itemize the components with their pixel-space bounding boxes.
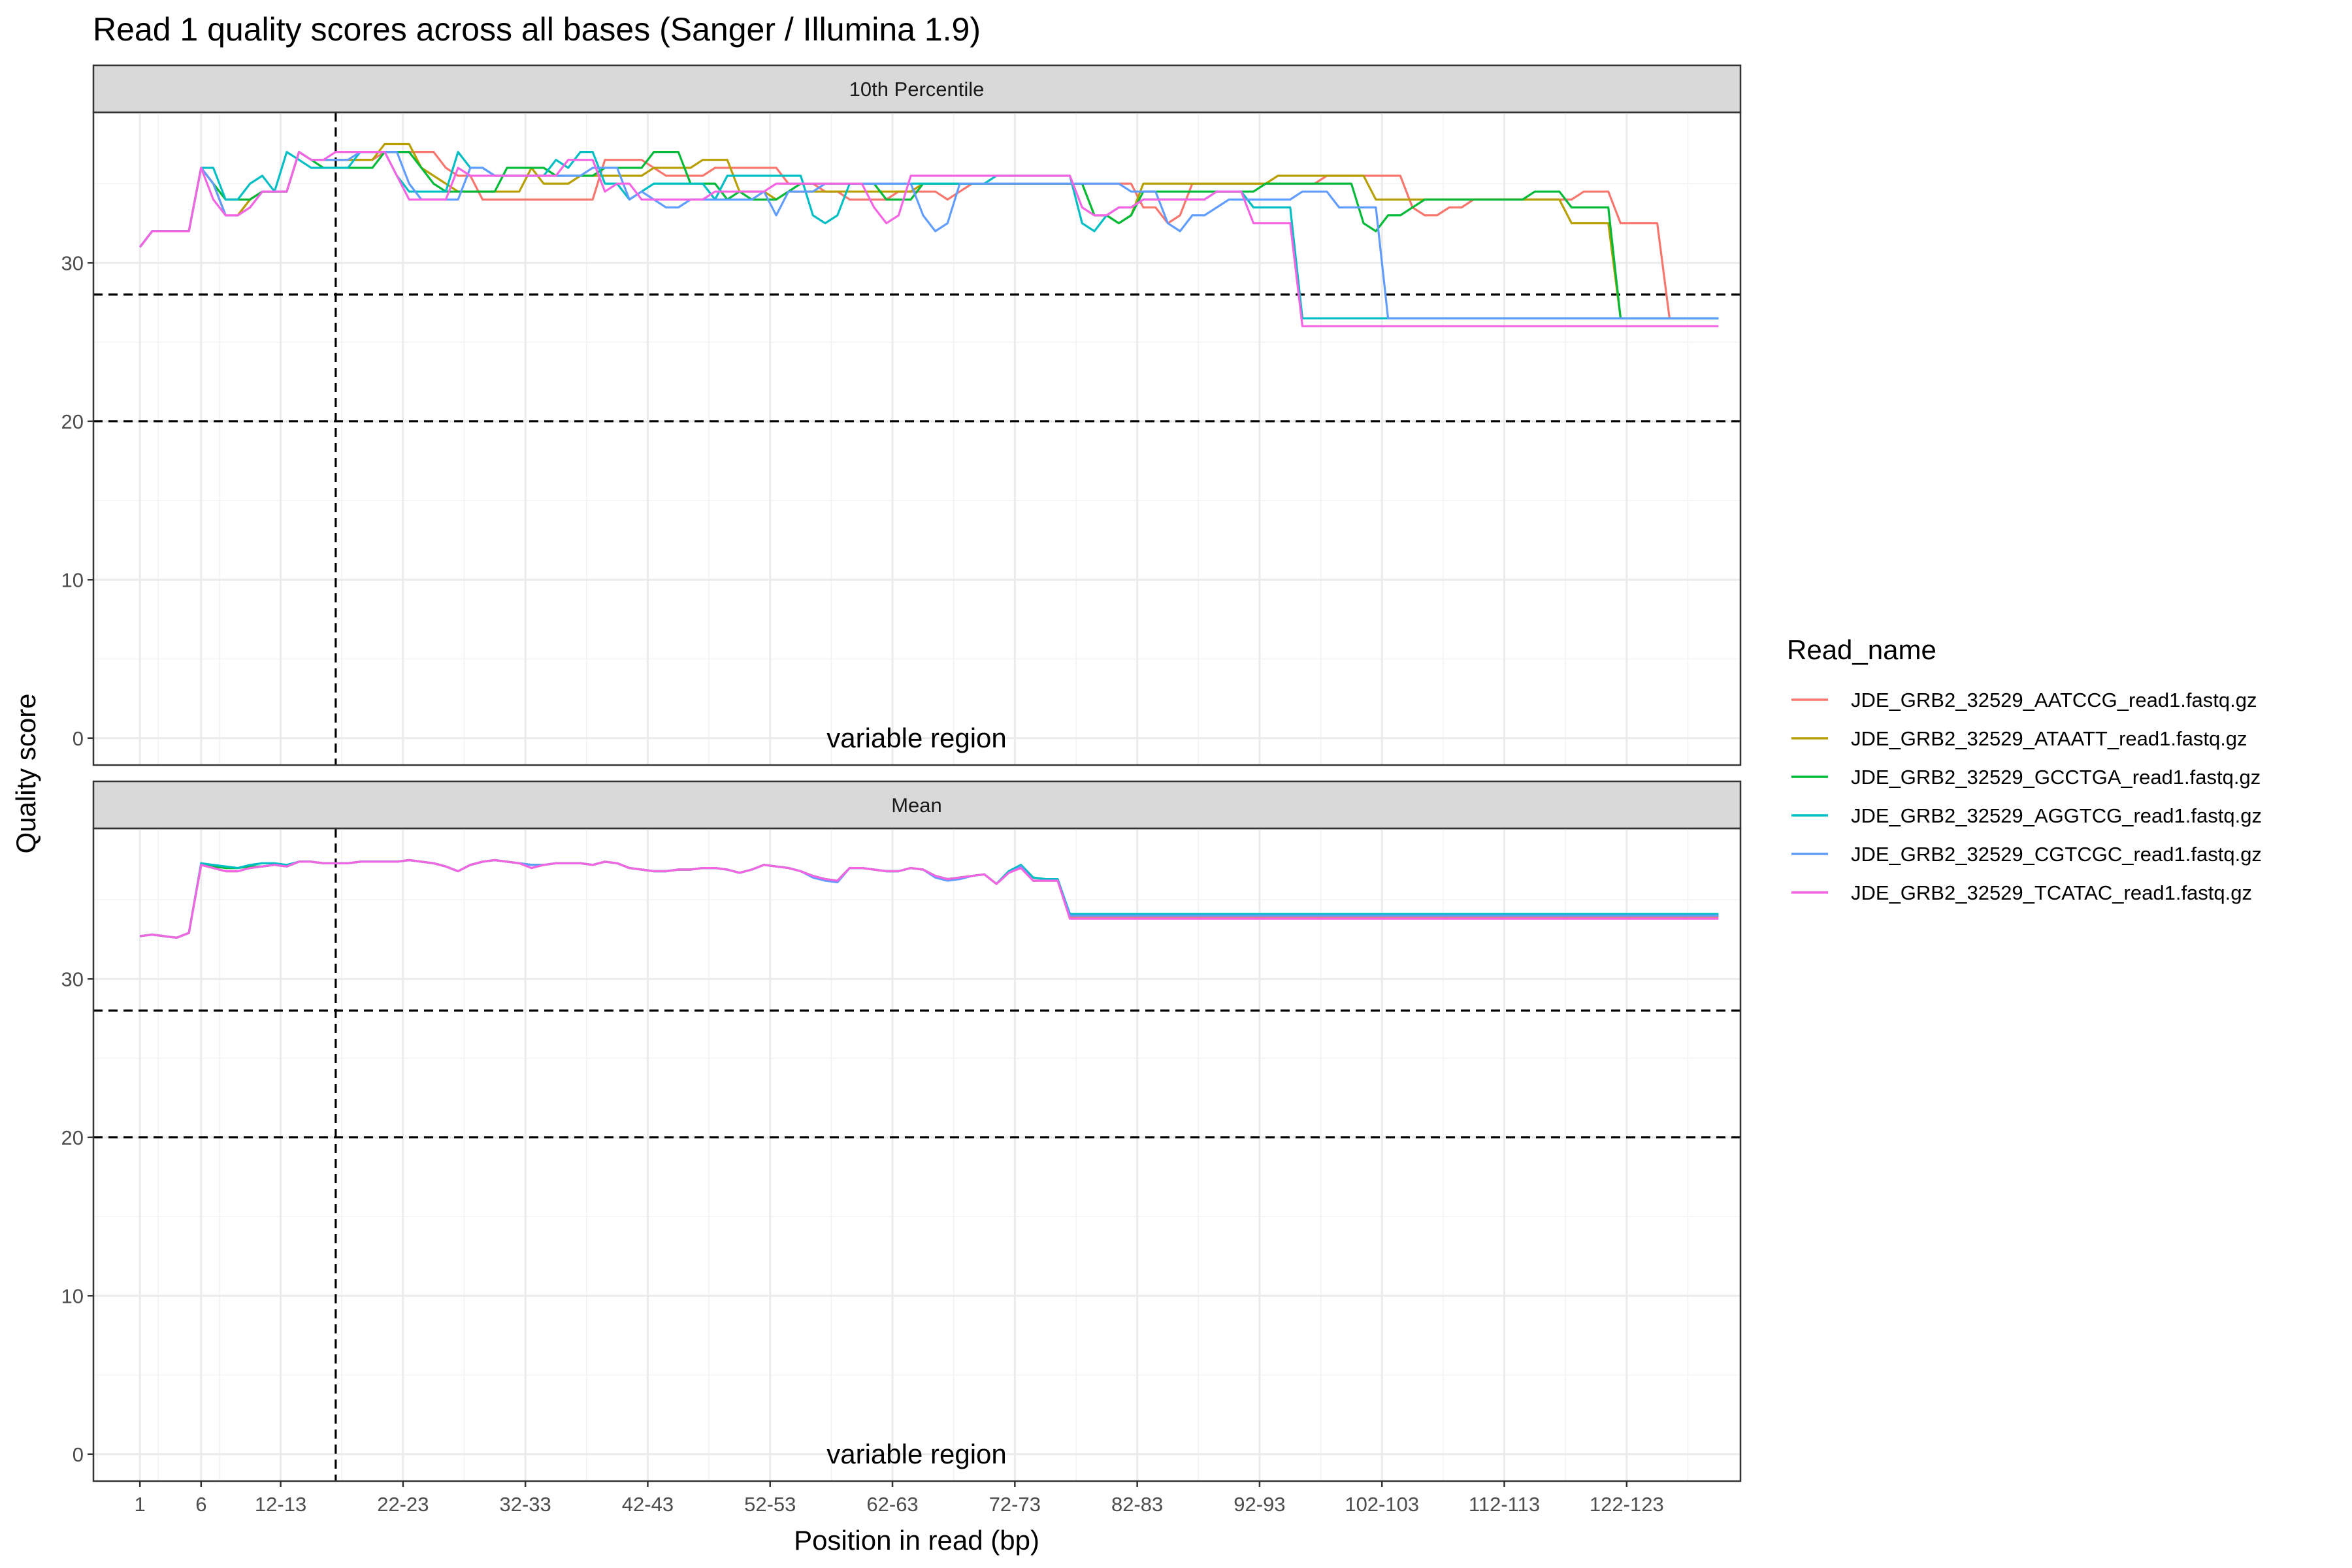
x-tick-label: 112-113	[1469, 1493, 1540, 1516]
panel-strip-label-mean: Mean	[891, 794, 942, 817]
series-lines-10th-percentile	[139, 142, 1719, 327]
x-tick-label: 122-123	[1590, 1493, 1664, 1516]
x-tick-label: 72-73	[989, 1493, 1041, 1516]
y-tick-label: 10	[61, 1284, 84, 1307]
y-tick-label: 0	[73, 1443, 84, 1466]
y-tick-label: 20	[61, 1126, 84, 1149]
reference-lines-mean	[93, 828, 1740, 1481]
legend: Read_name JDE_GRB2_32529_AATCCG_read1.fa…	[1787, 634, 2262, 904]
reference-lines-10th-percentile	[93, 112, 1740, 765]
x-tick-label: 102-103	[1345, 1493, 1419, 1516]
panel-strip-label-10th-percentile: 10th Percentile	[849, 78, 985, 101]
y-axis-label: Quality score	[10, 693, 41, 853]
y-axis-ticks-10th-percentile: 0 10 20 30	[61, 252, 93, 750]
x-tick-label: 32-33	[500, 1493, 551, 1516]
legend-item-label: JDE_GRB2_32529_CGTCGC_read1.fastq.gz	[1851, 843, 2262, 866]
series-line-6	[139, 151, 1719, 327]
legend-items: JDE_GRB2_32529_AATCCG_read1.fastq.gz JDE_…	[1791, 689, 2262, 904]
panel-strip-mean	[92, 780, 1742, 830]
legend-item-label: JDE_GRB2_32529_GCCTGA_read1.fastq.gz	[1851, 766, 2261, 789]
variable-region-label: variable region	[826, 723, 1007, 753]
x-axis-ticks: 1 6 12-13 22-23 32-33 42-43 52-53 62-63 72-73 82-…	[135, 1481, 1664, 1516]
series-line-5	[139, 151, 1719, 319]
panel-border-10th-percentile	[92, 111, 1742, 766]
x-tick-label: 82-83	[1111, 1493, 1163, 1516]
y-tick-label: 0	[73, 727, 84, 750]
panel-strip-10th-percentile	[92, 64, 1742, 114]
legend-title: Read_name	[1787, 634, 1936, 665]
variable-region-label: variable region	[826, 1439, 1007, 1469]
y-tick-label: 30	[61, 968, 84, 990]
y-tick-label: 10	[61, 568, 84, 591]
series-line-6	[139, 858, 1719, 939]
panel-border-mean	[92, 827, 1742, 1482]
x-axis-label: Position in read (bp)	[794, 1525, 1039, 1556]
chart-title: Read 1 quality scores across all bases (…	[93, 11, 981, 48]
legend-item-label: JDE_GRB2_32529_ATAATT_read1.fastq.gz	[1851, 727, 2247, 750]
legend-item-label: JDE_GRB2_32529_TCATAC_read1.fastq.gz	[1851, 881, 2252, 904]
legend-item-label: JDE_GRB2_32529_AATCCG_read1.fastq.gz	[1851, 689, 2257, 711]
x-tick-label: 6	[195, 1493, 206, 1516]
y-tick-label: 30	[61, 252, 84, 274]
x-tick-label: 1	[135, 1493, 146, 1516]
x-tick-label: 22-23	[377, 1493, 429, 1516]
y-tick-label: 20	[61, 410, 84, 433]
x-tick-label: 12-13	[255, 1493, 306, 1516]
legend-item-label: JDE_GRB2_32529_AGGTCG_read1.fastq.gz	[1851, 804, 2262, 827]
x-tick-label: 62-63	[866, 1493, 918, 1516]
x-tick-label: 92-93	[1233, 1493, 1285, 1516]
y-axis-ticks-mean: 0 10 20 30	[61, 968, 93, 1466]
x-tick-label: 42-43	[622, 1493, 674, 1516]
x-tick-label: 52-53	[744, 1493, 796, 1516]
series-lines-mean	[139, 858, 1719, 939]
